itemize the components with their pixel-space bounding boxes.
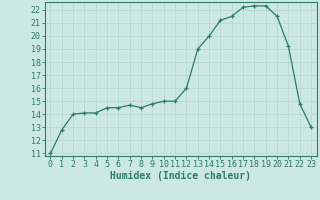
X-axis label: Humidex (Indice chaleur): Humidex (Indice chaleur) [110,171,251,181]
